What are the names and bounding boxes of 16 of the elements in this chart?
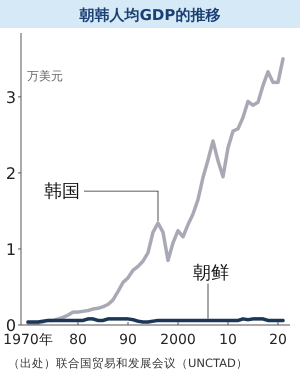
x-tick-label: 90 xyxy=(119,332,137,348)
chart-title: 朝韩人均GDP的推移 xyxy=(78,6,220,24)
line-series xyxy=(26,57,285,324)
x-tick-label: 20 xyxy=(269,332,287,348)
y-tick-label: 3 xyxy=(6,88,16,107)
y-axis-title: 万美元 xyxy=(27,69,63,83)
y-tick-label: 2 xyxy=(6,164,16,183)
y-tick-label: 0 xyxy=(6,316,16,335)
x-tick-label: 2000 xyxy=(160,332,196,348)
y-tick-label: 1 xyxy=(6,240,16,259)
annotation: 朝鲜 xyxy=(193,262,229,284)
x-tick-label: 1970年 xyxy=(3,332,53,348)
x-tick-label: 80 xyxy=(69,332,87,348)
annotation: 韩国 xyxy=(44,181,80,202)
text: （出处）联合国贸易和发展会议（UNCTAD） xyxy=(8,356,248,370)
x-tick-label: 10 xyxy=(219,332,237,348)
